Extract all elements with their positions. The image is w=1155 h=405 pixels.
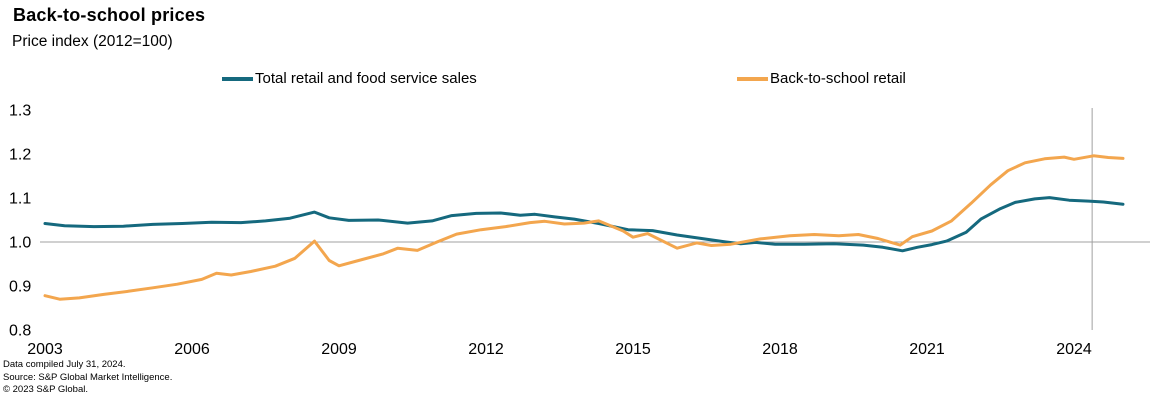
legend-item-back-to-school: Back-to-school retail <box>737 70 906 87</box>
x-tick-label: 2009 <box>321 341 357 358</box>
footnote-copyright: © 2023 S&P Global. <box>3 384 88 395</box>
y-tick-label: 1.1 <box>9 191 31 208</box>
total-retail-line-swatch <box>222 76 253 81</box>
legend-label-total-retail: Total retail and food service sales <box>255 70 477 87</box>
chart-subtitle: Price index (2012=100) <box>12 33 173 50</box>
x-tick-label: 2021 <box>909 341 945 358</box>
x-tick-label: 2012 <box>468 341 504 358</box>
footnote-compiled: Data compiled July 31, 2024. <box>3 359 126 370</box>
back-to-school-line-swatch <box>737 76 768 81</box>
footnotes: Data compiled July 31, 2024. Source: S&P… <box>3 359 172 397</box>
x-tick-label: 2015 <box>615 341 651 358</box>
back-to-school-line <box>43 154 1125 301</box>
chart-title: Back-to-school prices <box>13 5 206 25</box>
x-tick-label: 2003 <box>27 341 63 358</box>
legend-item-total-retail: Total retail and food service sales <box>222 70 477 87</box>
y-tick-label: 0.9 <box>9 279 31 296</box>
y-tick-label: 1.3 <box>9 103 31 120</box>
x-tick-label: 2024 <box>1056 341 1092 358</box>
footnote-source: Source: S&P Global Market Intelligence. <box>3 371 173 383</box>
x-tick-label: 2006 <box>174 341 210 358</box>
total-retail-line <box>43 196 1125 253</box>
y-tick-label: 1.0 <box>9 235 31 252</box>
x-tick-label: 2018 <box>762 341 798 358</box>
legend-label-back-to-school: Back-to-school retail <box>770 70 906 87</box>
y-tick-label: 1.2 <box>9 147 31 164</box>
y-tick-label: 0.8 <box>9 323 31 340</box>
